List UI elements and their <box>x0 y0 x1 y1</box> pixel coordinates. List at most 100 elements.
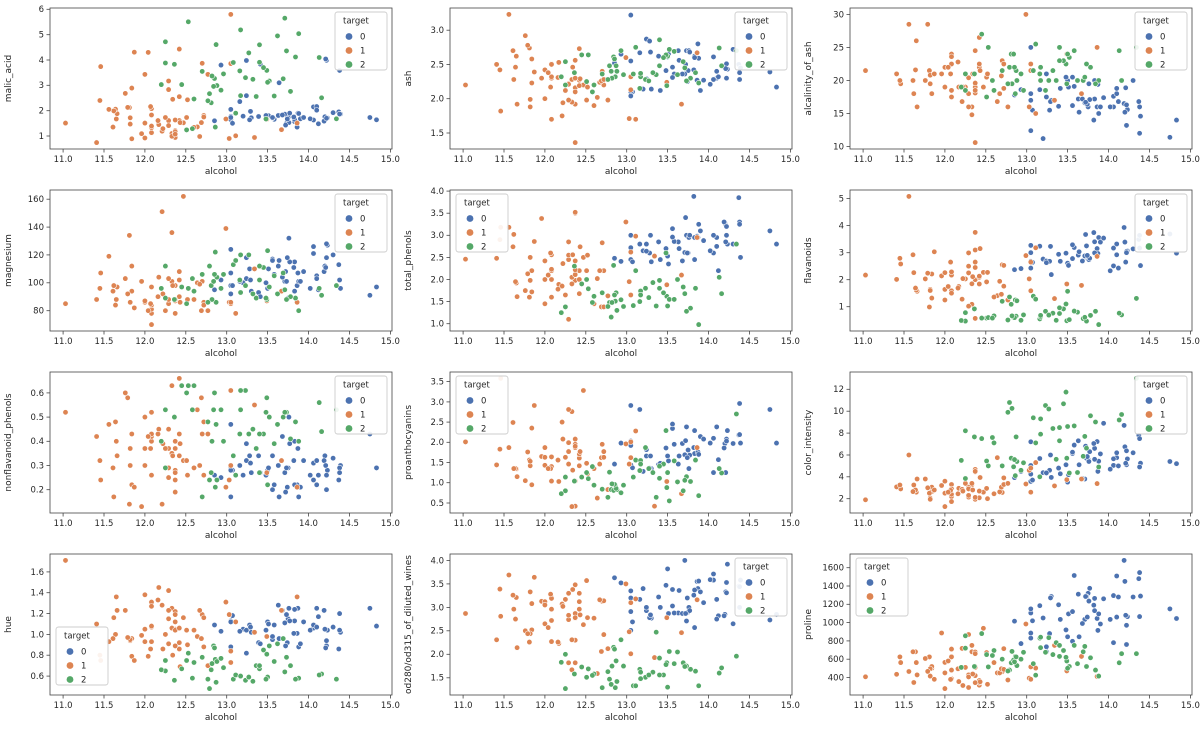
data-point <box>315 120 322 127</box>
data-point <box>1013 77 1020 84</box>
legend-title: target <box>64 632 91 642</box>
data-point <box>941 685 948 692</box>
data-point <box>232 257 239 264</box>
legend-entry-label: 0 <box>881 579 886 589</box>
data-point <box>632 267 639 274</box>
data-point <box>692 668 699 675</box>
data-point <box>514 473 521 480</box>
data-point <box>1008 301 1015 308</box>
data-point <box>227 659 234 666</box>
y-tick-label: 2 <box>39 107 44 117</box>
data-point <box>1071 572 1078 579</box>
data-point <box>191 464 197 471</box>
data-point <box>1116 659 1123 666</box>
data-point <box>669 603 676 609</box>
data-point <box>609 299 615 306</box>
legend-marker <box>345 215 353 222</box>
data-point <box>183 114 190 121</box>
x-tick-label: 12.0 <box>135 701 154 711</box>
data-point <box>191 627 197 634</box>
data-point <box>204 418 211 425</box>
y-tick-label: 6 <box>39 5 44 15</box>
data-point <box>572 75 579 82</box>
data-point <box>335 261 342 268</box>
y-tick-label: 0.6 <box>30 672 44 682</box>
data-point <box>210 278 217 285</box>
data-point <box>1122 460 1129 467</box>
data-point <box>141 120 148 127</box>
data-point <box>287 293 294 300</box>
legend-title: target <box>1143 199 1170 209</box>
data-point <box>1000 262 1007 269</box>
data-point <box>263 627 269 634</box>
data-point <box>629 258 636 265</box>
data-point <box>184 472 191 479</box>
data-point <box>926 490 933 497</box>
data-point <box>284 484 291 491</box>
data-point <box>555 59 562 66</box>
subplot-od280-od315-of-diluted-wines: 11.0 11.5 12.0 12.5 13.0 13.5 14.0 14.5 15.0alco… <box>404 553 800 723</box>
x-tick-label: 13.0 <box>1017 701 1036 711</box>
data-point <box>1100 235 1107 242</box>
x-axis-label: alcohol <box>205 349 237 359</box>
data-point <box>206 90 213 97</box>
data-point <box>1056 310 1063 317</box>
data-point <box>548 453 555 460</box>
data-point <box>656 463 663 470</box>
x-tick-label: 12.0 <box>935 519 954 529</box>
data-point <box>548 617 555 624</box>
data-point <box>733 241 740 248</box>
data-point <box>291 288 298 295</box>
data-point <box>283 464 290 471</box>
data-point <box>591 82 597 88</box>
data-point <box>97 477 104 483</box>
data-point <box>733 411 740 417</box>
data-point <box>227 270 234 276</box>
y-tick-label: 2 <box>839 495 844 505</box>
data-point <box>589 299 596 306</box>
data-point <box>1027 61 1034 67</box>
data-point <box>335 477 342 483</box>
data-point <box>690 193 697 200</box>
data-point <box>528 267 535 274</box>
data-point <box>366 605 373 612</box>
data-point <box>736 400 743 407</box>
data-point <box>169 452 176 459</box>
data-point <box>285 605 292 612</box>
data-point <box>1130 449 1137 456</box>
data-point <box>584 252 591 259</box>
data-point <box>1074 469 1081 476</box>
data-point <box>620 482 627 489</box>
data-point <box>959 296 966 303</box>
legend-entry-label: 0 <box>760 579 765 589</box>
data-point <box>227 387 234 394</box>
data-point <box>947 676 954 683</box>
data-point <box>1030 67 1037 74</box>
data-point <box>613 678 620 685</box>
data-point <box>636 406 643 413</box>
data-point <box>510 47 516 54</box>
data-point <box>528 600 535 607</box>
x-tick-label: 11.0 <box>454 155 473 165</box>
data-point <box>295 438 302 445</box>
data-point <box>131 49 138 56</box>
x-tick-label: 14.0 <box>299 701 318 711</box>
data-point <box>931 487 938 493</box>
data-point <box>172 489 179 496</box>
data-point <box>510 606 517 613</box>
data-point <box>1032 244 1039 251</box>
data-point <box>683 77 690 84</box>
data-point <box>155 597 161 603</box>
data-point <box>583 469 590 476</box>
data-point <box>313 624 320 631</box>
data-point <box>968 642 975 649</box>
data-point <box>680 284 687 290</box>
data-point <box>707 576 714 583</box>
data-point <box>572 209 579 216</box>
data-point <box>291 617 298 624</box>
x-tick-label: 13.5 <box>1058 519 1077 529</box>
data-point <box>124 290 131 297</box>
data-point <box>665 261 672 267</box>
y-tick-label: 30 <box>833 10 844 20</box>
data-point <box>220 70 227 77</box>
